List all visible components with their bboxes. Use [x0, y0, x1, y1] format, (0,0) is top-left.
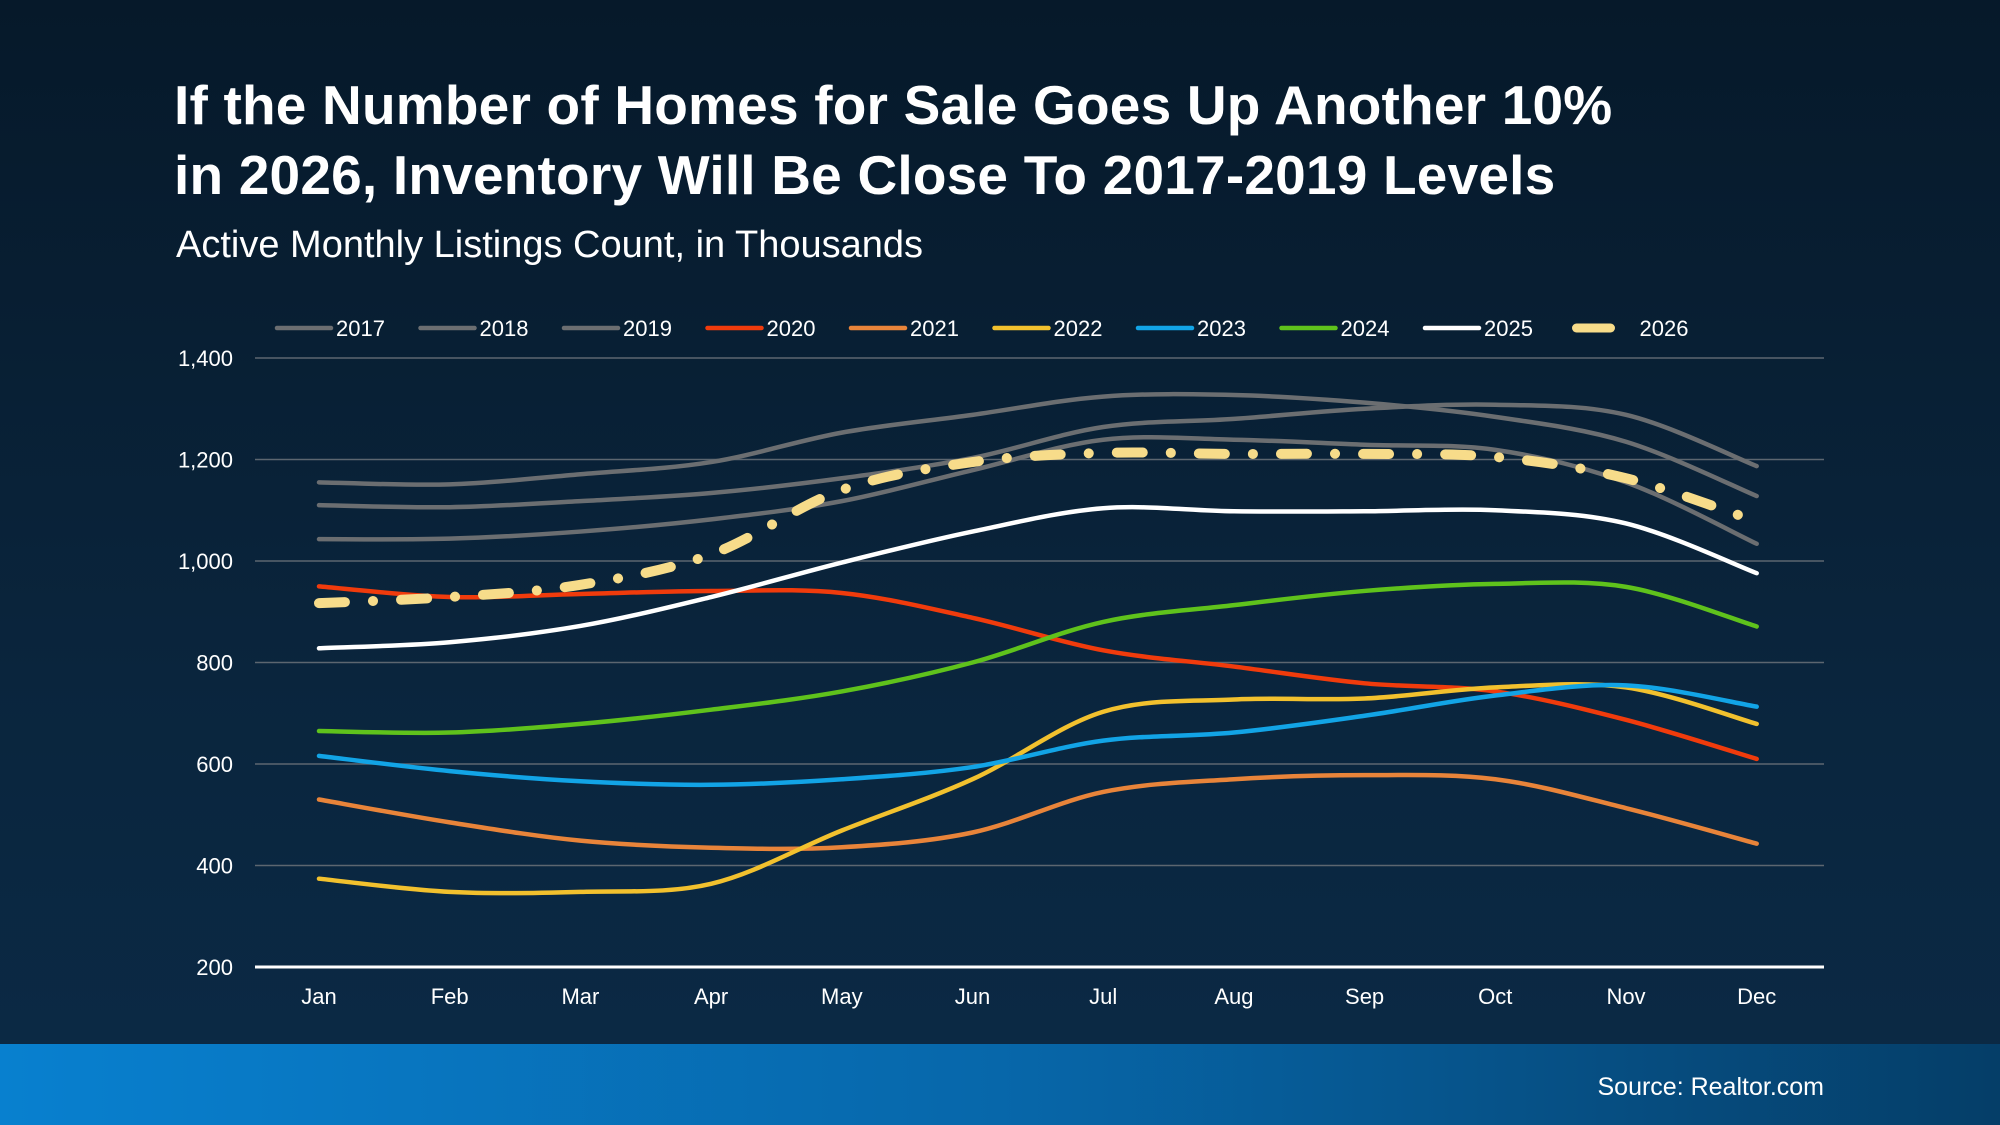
- series-line-2022: [316, 681, 1759, 896]
- series-line-2026: [314, 447, 1762, 609]
- legend-label-2022: 2022: [1054, 316, 1103, 341]
- x-tick-label: Feb: [431, 984, 469, 1009]
- series-line-2018: [316, 402, 1759, 510]
- y-tick-label: 1,000: [178, 549, 233, 574]
- x-tick-label: Jan: [301, 984, 336, 1009]
- legend-label-2026: 2026: [1640, 316, 1689, 341]
- x-tick-label: Nov: [1606, 984, 1645, 1009]
- legend-label-2023: 2023: [1197, 316, 1246, 341]
- legend-label-2020: 2020: [767, 316, 816, 341]
- legend-label-2025: 2025: [1484, 316, 1533, 341]
- x-tick-label: Oct: [1478, 984, 1512, 1009]
- footer-bar: Source: Realtor.com: [0, 1044, 2000, 1125]
- source-label: Source: Realtor.com: [1597, 1073, 1825, 1101]
- x-tick-label: May: [821, 984, 863, 1009]
- series-line-2025: [316, 504, 1759, 651]
- series-line-2017: [316, 391, 1759, 499]
- y-tick-label: 400: [196, 854, 233, 879]
- series-line-2024: [316, 580, 1759, 736]
- title-line-1: If the Number of Homes for Sale Goes Up …: [174, 74, 1613, 136]
- series-line-2023: [316, 682, 1759, 788]
- chart-title: If the Number of Homes for Sale Goes Up …: [174, 70, 1612, 210]
- y-tick-label: 800: [196, 651, 233, 676]
- x-tick-label: Jun: [955, 984, 990, 1009]
- x-tick-label: Jul: [1089, 984, 1117, 1009]
- x-tick-label: Mar: [561, 984, 599, 1009]
- y-tick-label: 600: [196, 752, 233, 777]
- legend-label-2018: 2018: [480, 316, 529, 341]
- x-tick-label: Apr: [694, 984, 728, 1009]
- legend-label-2021: 2021: [910, 316, 959, 341]
- legend-label-2019: 2019: [623, 316, 672, 341]
- y-tick-label: 1,200: [178, 448, 233, 473]
- legend-label-2017: 2017: [336, 316, 385, 341]
- title-line-2: in 2026, Inventory Will Be Close To 2017…: [174, 144, 1556, 206]
- series-line-2021: [316, 772, 1759, 852]
- series-line-2020: [316, 584, 1759, 762]
- y-tick-label: 1,400: [178, 346, 233, 371]
- legend-label-2024: 2024: [1341, 316, 1390, 341]
- x-tick-label: Sep: [1345, 984, 1384, 1009]
- x-tick-label: Dec: [1737, 984, 1776, 1009]
- x-tick-label: Aug: [1214, 984, 1253, 1009]
- y-tick-label: 200: [196, 955, 233, 980]
- chart-subtitle: Active Monthly Listings Count, in Thousa…: [176, 224, 924, 266]
